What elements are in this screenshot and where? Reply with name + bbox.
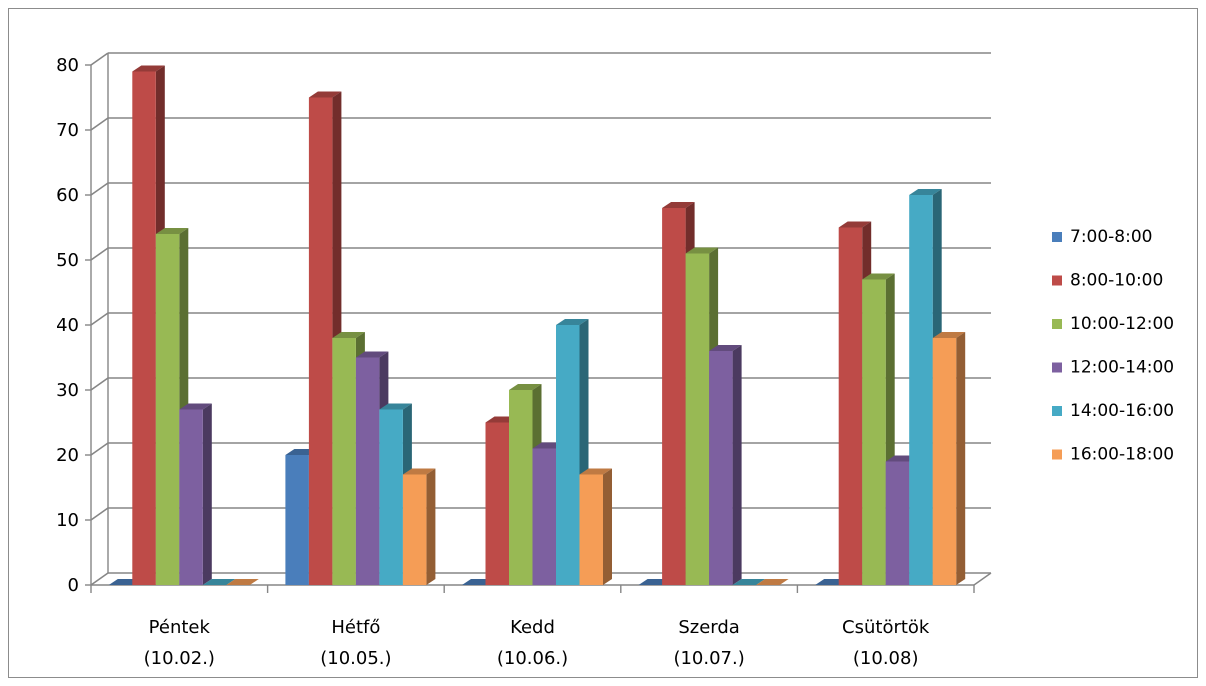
bar-top [379, 403, 412, 410]
gridline-depth [90, 117, 109, 131]
y-tick-label: 10 [56, 510, 79, 531]
bar [909, 195, 933, 585]
bar-side [956, 332, 966, 585]
x-tick-label-date: (10.02.) [144, 648, 215, 669]
legend-label: 8:00-10:00 [1070, 271, 1163, 291]
bar-top [202, 579, 236, 585]
bar-top [932, 332, 966, 338]
bar-side [732, 345, 742, 585]
bar-side [426, 468, 436, 585]
bar-top [685, 247, 719, 254]
bar [179, 409, 203, 585]
x-tick-label: Kedd [510, 617, 555, 638]
bar [862, 279, 886, 585]
y-tick-label: 70 [56, 120, 79, 141]
labels-layer: 0 10 20 30 40 50 60 70 80 Péntek (10.02.) Hétfő (10.… [56, 55, 930, 669]
y-tick-label: 40 [56, 315, 79, 336]
bar-top [509, 384, 542, 390]
bar-top [838, 221, 872, 228]
gridline-depth [90, 52, 109, 66]
gridline-depth [90, 442, 109, 456]
bar [132, 71, 156, 585]
y-tick-label: 20 [56, 445, 79, 466]
legend-label: 16:00-18:00 [1070, 445, 1174, 465]
bar-top [355, 351, 389, 358]
y-tick-label: 60 [56, 185, 79, 206]
x-tick-label: Csütörtök [842, 617, 930, 638]
bar-top [308, 91, 342, 98]
bar [885, 461, 910, 585]
bar [509, 390, 533, 585]
bar-top [155, 228, 189, 234]
bar [662, 208, 686, 585]
x-tick-label: Szerda [678, 617, 740, 638]
legend: 7:00-8:00 8:00-10:00 10:00-12:00 12:00-14:0… [1052, 227, 1174, 465]
legend-swatch [1052, 449, 1062, 460]
bar-top [709, 345, 742, 351]
bar-top [579, 468, 612, 475]
bar [402, 474, 427, 585]
gridline-depth [90, 572, 109, 586]
bar-top [909, 189, 942, 195]
bar [579, 474, 603, 585]
bar-side [202, 403, 212, 585]
legend-label: 14:00-16:00 [1070, 401, 1174, 421]
bar-top [732, 579, 766, 585]
legend-swatch [1052, 275, 1062, 286]
gridline-depth [90, 182, 109, 196]
y-tick-label: 50 [56, 250, 79, 271]
y-tick-label: 0 [68, 575, 79, 596]
bar [485, 422, 509, 585]
bar-top [662, 202, 695, 208]
gridline-depth [90, 507, 109, 521]
legend-swatch [1052, 232, 1062, 242]
bars-layer [108, 65, 966, 585]
x-tick-label-date: (10.08) [853, 648, 919, 669]
y-tick-label: 30 [56, 380, 79, 401]
bar [532, 448, 556, 585]
x-tick-label-date: (10.07.) [673, 648, 744, 669]
bar [332, 338, 356, 585]
bar [556, 325, 580, 585]
legend-label: 7:00-8:00 [1070, 227, 1153, 247]
bar-top [132, 65, 165, 72]
legend-label: 12:00-14:00 [1070, 358, 1174, 378]
legend-swatch [1052, 319, 1062, 329]
legend-label: 10:00-12:00 [1070, 314, 1174, 334]
bar [685, 253, 710, 585]
bar [308, 97, 333, 585]
bar-top [332, 332, 365, 338]
legend-swatch [1052, 406, 1062, 416]
bar-side [603, 468, 612, 585]
x-tick-label-date: (10.05.) [320, 648, 391, 669]
gridline-depth [90, 312, 109, 326]
bar [285, 455, 309, 585]
bar [379, 409, 403, 585]
gridline-depth [90, 377, 109, 391]
x-tick-label-date: (10.06.) [497, 648, 568, 669]
bar-top [226, 579, 259, 585]
bar [155, 234, 180, 585]
x-tick-label: Hétfő [331, 617, 380, 638]
bar-top [862, 273, 895, 280]
x-axis-depth [973, 572, 992, 586]
bar [709, 351, 733, 585]
gridline-depth [90, 247, 109, 261]
bar [838, 227, 863, 585]
bar [932, 338, 957, 585]
bar [355, 357, 380, 585]
bar-top [556, 319, 589, 325]
bar-top [179, 403, 212, 410]
y-tick-label: 80 [56, 55, 79, 76]
x-tick-label: Péntek [149, 617, 211, 638]
legend-swatch [1052, 362, 1062, 373]
bar-top [402, 468, 436, 475]
bar-top [756, 579, 789, 585]
